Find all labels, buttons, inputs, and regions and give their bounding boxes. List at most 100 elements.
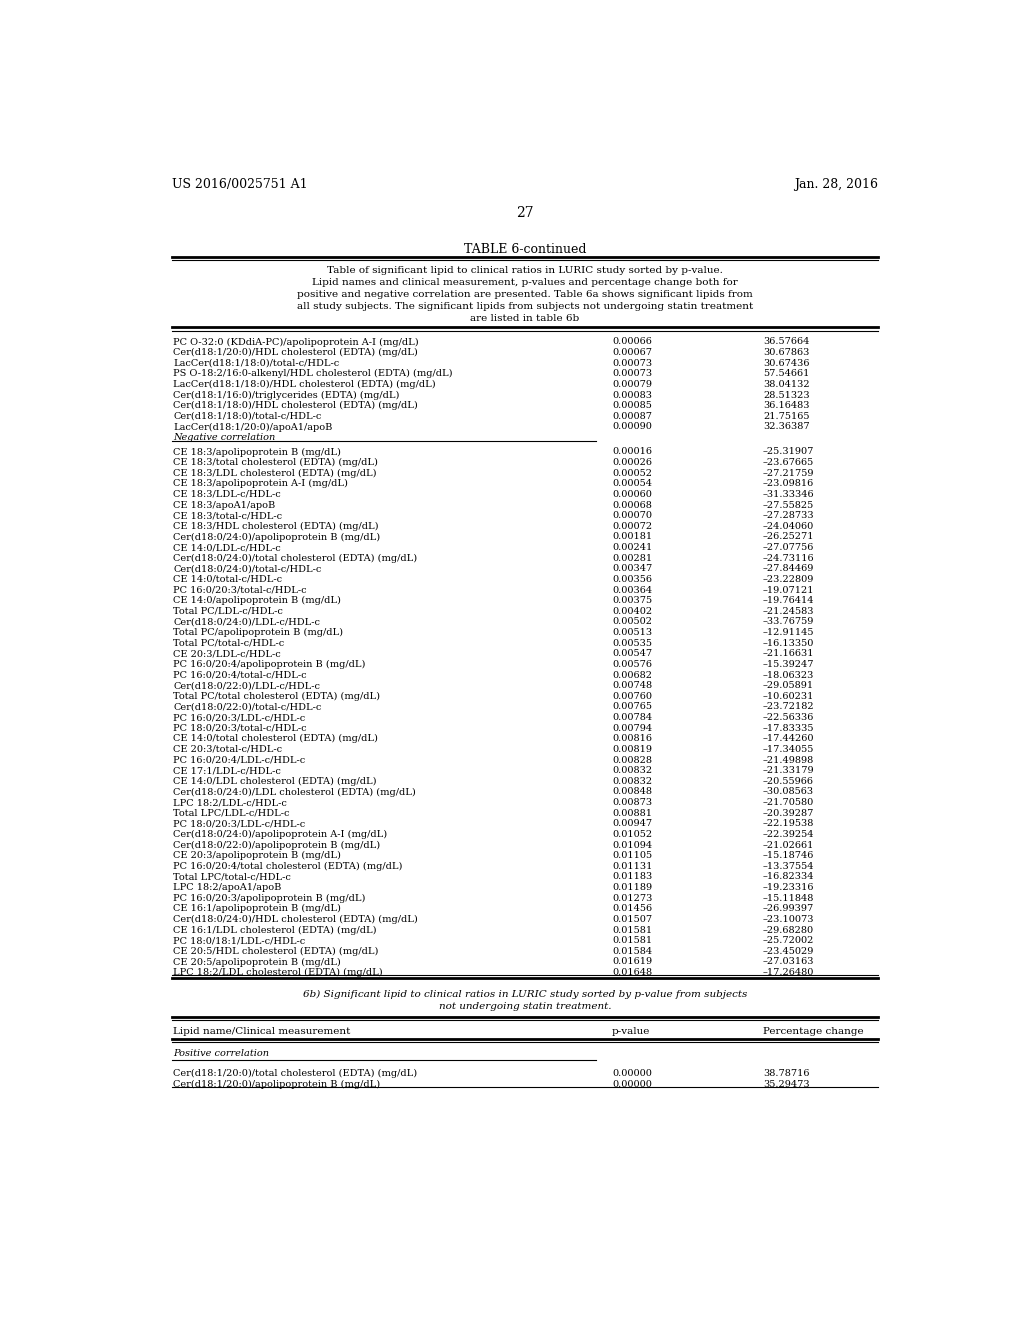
- Text: 0.00784: 0.00784: [612, 713, 652, 722]
- Text: 35.29473: 35.29473: [763, 1080, 810, 1089]
- Text: 0.01584: 0.01584: [612, 946, 652, 956]
- Text: PC 16:0/20:4/apolipoprotein B (mg/dL): PC 16:0/20:4/apolipoprotein B (mg/dL): [173, 660, 366, 669]
- Text: 0.00066: 0.00066: [612, 338, 652, 346]
- Text: PC 16:0/20:4/total-c/HDL-c: PC 16:0/20:4/total-c/HDL-c: [173, 671, 307, 680]
- Text: not undergoing statin treatment.: not undergoing statin treatment.: [438, 1002, 611, 1011]
- Text: CE 14:0/apolipoprotein B (mg/dL): CE 14:0/apolipoprotein B (mg/dL): [173, 597, 341, 606]
- Text: 0.00241: 0.00241: [612, 543, 652, 552]
- Text: PC 16:0/20:4/LDL-c/HDL-c: PC 16:0/20:4/LDL-c/HDL-c: [173, 755, 305, 764]
- Text: positive and negative correlation are presented. Table 6a shows significant lipi: positive and negative correlation are pr…: [297, 290, 753, 300]
- Text: 0.00873: 0.00873: [612, 799, 652, 807]
- Text: 0.00828: 0.00828: [612, 755, 652, 764]
- Text: 21.75165: 21.75165: [763, 412, 809, 421]
- Text: –23.10073: –23.10073: [763, 915, 814, 924]
- Text: PC 18:0/20:3/LDL-c/HDL-c: PC 18:0/20:3/LDL-c/HDL-c: [173, 820, 305, 829]
- Text: PC 16:0/20:3/apolipoprotein B (mg/dL): PC 16:0/20:3/apolipoprotein B (mg/dL): [173, 894, 366, 903]
- Text: –24.04060: –24.04060: [763, 521, 814, 531]
- Text: PC O-32:0 (KDdiA-PC)/apolipoprotein A-I (mg/dL): PC O-32:0 (KDdiA-PC)/apolipoprotein A-I …: [173, 338, 419, 347]
- Text: LPC 18:2/LDL cholesterol (EDTA) (mg/dL): LPC 18:2/LDL cholesterol (EDTA) (mg/dL): [173, 968, 383, 977]
- Text: LPC 18:2/apoA1/apoB: LPC 18:2/apoA1/apoB: [173, 883, 282, 892]
- Text: 0.01581: 0.01581: [612, 936, 652, 945]
- Text: CE 20:5/HDL cholesterol (EDTA) (mg/dL): CE 20:5/HDL cholesterol (EDTA) (mg/dL): [173, 946, 379, 956]
- Text: Total PC/total-c/HDL-c: Total PC/total-c/HDL-c: [173, 639, 285, 648]
- Text: CE 14:0/total-c/HDL-c: CE 14:0/total-c/HDL-c: [173, 576, 283, 583]
- Text: CE 18:3/HDL cholesterol (EDTA) (mg/dL): CE 18:3/HDL cholesterol (EDTA) (mg/dL): [173, 521, 379, 531]
- Text: –19.23316: –19.23316: [763, 883, 814, 892]
- Text: Cer(d18:0/24:0)/total-c/HDL-c: Cer(d18:0/24:0)/total-c/HDL-c: [173, 564, 322, 573]
- Text: 0.00090: 0.00090: [612, 422, 652, 432]
- Text: –20.55966: –20.55966: [763, 776, 814, 785]
- Text: 0.00079: 0.00079: [612, 380, 652, 389]
- Text: CE 14:0/LDL-c/HDL-c: CE 14:0/LDL-c/HDL-c: [173, 543, 281, 552]
- Text: Cer(d18:0/24:0)/LDL cholesterol (EDTA) (mg/dL): Cer(d18:0/24:0)/LDL cholesterol (EDTA) (…: [173, 788, 416, 796]
- Text: 0.00054: 0.00054: [612, 479, 652, 488]
- Text: 36.16483: 36.16483: [763, 401, 809, 411]
- Text: Cer(d18:0/24:0)/LDL-c/HDL-c: Cer(d18:0/24:0)/LDL-c/HDL-c: [173, 618, 321, 627]
- Text: 0.00848: 0.00848: [612, 788, 652, 796]
- Text: 0.00547: 0.00547: [612, 649, 652, 659]
- Text: Jan. 28, 2016: Jan. 28, 2016: [794, 178, 878, 190]
- Text: Cer(d18:0/24:0)/apolipoprotein B (mg/dL): Cer(d18:0/24:0)/apolipoprotein B (mg/dL): [173, 532, 380, 541]
- Text: –12.91145: –12.91145: [763, 628, 814, 638]
- Text: Cer(d18:1/20:0)/apolipoprotein B (mg/dL): Cer(d18:1/20:0)/apolipoprotein B (mg/dL): [173, 1080, 380, 1089]
- Text: CE 16:1/apolipoprotein B (mg/dL): CE 16:1/apolipoprotein B (mg/dL): [173, 904, 341, 913]
- Text: 36.57664: 36.57664: [763, 338, 809, 346]
- Text: –26.25271: –26.25271: [763, 532, 814, 541]
- Text: –16.82334: –16.82334: [763, 873, 814, 882]
- Text: p-value: p-value: [612, 1027, 650, 1036]
- Text: Cer(d18:0/24:0)/apolipoprotein A-I (mg/dL): Cer(d18:0/24:0)/apolipoprotein A-I (mg/d…: [173, 830, 387, 840]
- Text: –21.16631: –21.16631: [763, 649, 814, 659]
- Text: –25.31907: –25.31907: [763, 447, 814, 457]
- Text: 0.00085: 0.00085: [612, 401, 652, 411]
- Text: 0.00502: 0.00502: [612, 618, 652, 627]
- Text: CE 16:1/LDL cholesterol (EDTA) (mg/dL): CE 16:1/LDL cholesterol (EDTA) (mg/dL): [173, 925, 377, 935]
- Text: 0.00067: 0.00067: [612, 348, 652, 356]
- Text: –21.49898: –21.49898: [763, 755, 814, 764]
- Text: Cer(d18:1/18:0)/HDL cholesterol (EDTA) (mg/dL): Cer(d18:1/18:0)/HDL cholesterol (EDTA) (…: [173, 401, 418, 411]
- Text: 0.00760: 0.00760: [612, 692, 652, 701]
- Text: CE 14:0/LDL cholesterol (EDTA) (mg/dL): CE 14:0/LDL cholesterol (EDTA) (mg/dL): [173, 776, 377, 785]
- Text: Total LPC/total-c/HDL-c: Total LPC/total-c/HDL-c: [173, 873, 291, 882]
- Text: –21.70580: –21.70580: [763, 799, 814, 807]
- Text: 0.00181: 0.00181: [612, 532, 652, 541]
- Text: Cer(d18:0/24:0)/HDL cholesterol (EDTA) (mg/dL): Cer(d18:0/24:0)/HDL cholesterol (EDTA) (…: [173, 915, 418, 924]
- Text: –17.34055: –17.34055: [763, 744, 814, 754]
- Text: all study subjects. The significant lipids from subjects not undergoing statin t: all study subjects. The significant lipi…: [297, 302, 753, 312]
- Text: –21.33179: –21.33179: [763, 766, 814, 775]
- Text: –33.76759: –33.76759: [763, 618, 814, 627]
- Text: 57.54661: 57.54661: [763, 370, 809, 379]
- Text: –17.26480: –17.26480: [763, 968, 814, 977]
- Text: –10.60231: –10.60231: [763, 692, 814, 701]
- Text: –21.02661: –21.02661: [763, 841, 814, 850]
- Text: 0.00068: 0.00068: [612, 500, 652, 510]
- Text: TABLE 6-continued: TABLE 6-continued: [464, 243, 586, 256]
- Text: 0.00535: 0.00535: [612, 639, 652, 648]
- Text: US 2016/0025751 A1: US 2016/0025751 A1: [172, 178, 307, 190]
- Text: 0.00087: 0.00087: [612, 412, 652, 421]
- Text: 0.01507: 0.01507: [612, 915, 652, 924]
- Text: 0.00402: 0.00402: [612, 607, 652, 616]
- Text: –19.76414: –19.76414: [763, 597, 814, 605]
- Text: –22.19538: –22.19538: [763, 820, 814, 829]
- Text: CE 18:3/apolipoprotein B (mg/dL): CE 18:3/apolipoprotein B (mg/dL): [173, 447, 341, 457]
- Text: 0.00819: 0.00819: [612, 744, 652, 754]
- Text: 6b) Significant lipid to clinical ratios in LURIC study sorted by p-value from s: 6b) Significant lipid to clinical ratios…: [303, 990, 746, 999]
- Text: 0.00072: 0.00072: [612, 521, 652, 531]
- Text: 0.00881: 0.00881: [612, 809, 652, 817]
- Text: –27.84469: –27.84469: [763, 564, 814, 573]
- Text: 0.00748: 0.00748: [612, 681, 652, 690]
- Text: are listed in table 6b: are listed in table 6b: [470, 314, 580, 323]
- Text: –21.24583: –21.24583: [763, 607, 814, 616]
- Text: 0.01273: 0.01273: [612, 894, 652, 903]
- Text: PC 18:0/20:3/total-c/HDL-c: PC 18:0/20:3/total-c/HDL-c: [173, 723, 307, 733]
- Text: CE 17:1/LDL-c/HDL-c: CE 17:1/LDL-c/HDL-c: [173, 766, 282, 775]
- Text: Cer(d18:1/16:0)/triglycerides (EDTA) (mg/dL): Cer(d18:1/16:0)/triglycerides (EDTA) (mg…: [173, 391, 399, 400]
- Text: –25.72002: –25.72002: [763, 936, 814, 945]
- Text: 0.00356: 0.00356: [612, 576, 652, 583]
- Text: 0.00070: 0.00070: [612, 511, 652, 520]
- Text: –15.18746: –15.18746: [763, 851, 814, 861]
- Text: CE 20:3/apolipoprotein B (mg/dL): CE 20:3/apolipoprotein B (mg/dL): [173, 851, 341, 861]
- Text: LacCer(d18:1/20:0)/apoA1/apoB: LacCer(d18:1/20:0)/apoA1/apoB: [173, 422, 333, 432]
- Text: –24.73116: –24.73116: [763, 553, 814, 562]
- Text: 0.00026: 0.00026: [612, 458, 652, 467]
